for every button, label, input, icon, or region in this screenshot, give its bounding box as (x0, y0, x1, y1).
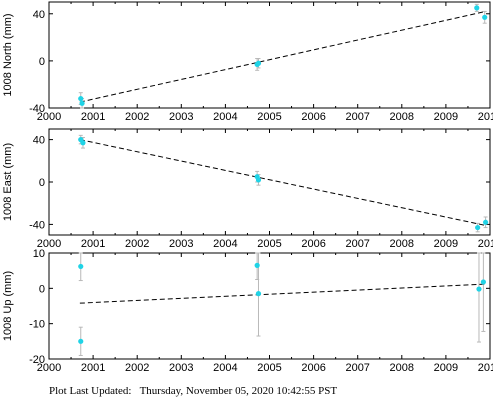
x-tick-label: 2007 (345, 111, 369, 123)
data-point (80, 140, 86, 146)
y-tick-label: -40 (29, 219, 45, 231)
plot-frame (48, 128, 491, 236)
x-tick-label: 2002 (125, 111, 149, 123)
data-point (79, 100, 85, 106)
y-tick-label: 0 (39, 283, 45, 295)
x-tick-label: 2008 (390, 238, 414, 250)
x-tick-label: 2009 (434, 238, 458, 250)
data-point (255, 60, 262, 66)
x-tick-label: 2000 (37, 238, 61, 250)
x-tick-label: 2006 (301, 362, 325, 374)
x-tick-label: 2002 (125, 362, 149, 374)
y-tick-label: -20 (29, 354, 45, 366)
y-tick-label: -40 (29, 103, 45, 115)
panel-1: 2000 2001 2002 2003 2004 2005 2006 2007 2008 2009… (2, 1, 493, 123)
data-point (78, 263, 84, 270)
y-axis-label: 1008 East (mm) (2, 143, 14, 221)
y-tick-label: 40 (33, 135, 45, 147)
data-point (482, 219, 489, 225)
footer-timestamp: Thursday, November 05, 2020 10:42:55 PST (139, 385, 338, 397)
data-point (78, 338, 84, 344)
data-point (255, 291, 262, 297)
y-axis-label: 1008 North (mm) (2, 13, 14, 96)
plot-frame (48, 1, 491, 109)
data-point (254, 262, 260, 268)
x-tick-label: 2001 (81, 238, 105, 250)
data-point (474, 5, 480, 11)
y-tick-label: 0 (39, 56, 45, 68)
x-tick-label: 2003 (169, 362, 193, 374)
footer-label: Plot Last Updated: (49, 385, 132, 397)
x-tick-label: 2003 (169, 238, 193, 250)
trend-line (79, 10, 486, 103)
x-tick-label: 2005 (257, 238, 281, 250)
plot-frame (48, 252, 491, 360)
data-point (78, 95, 84, 102)
x-tick-label: 2000 (37, 111, 61, 123)
x-tick-label: 2001 (81, 111, 105, 123)
y-tick-label: 40 (33, 9, 45, 21)
y-tick-label: 10 (33, 248, 45, 260)
y-axis-label: 1008 Up (mm) (2, 271, 14, 341)
x-tick-label: 2005 (257, 362, 281, 374)
x-tick-label: 2004 (213, 362, 237, 374)
trend-line (79, 139, 486, 226)
data-point (475, 224, 481, 231)
x-tick-label: 2004 (213, 238, 237, 250)
x-tick-label: 2002 (125, 238, 149, 250)
data-point (476, 286, 482, 292)
x-tick-label: 2000 (37, 362, 61, 374)
panel-3: 2000 2001 2002 2003 2004 2005 2006 2007 2008 2009… (2, 248, 493, 374)
x-tick-label: 2005 (257, 111, 281, 123)
x-tick-label: 2008 (390, 362, 414, 374)
x-tick-label: 2003 (169, 111, 193, 123)
x-tick-label: 2006 (301, 238, 325, 250)
x-tick-label: 2007 (345, 362, 369, 374)
trend-line (79, 283, 486, 304)
x-tick-label: 2008 (390, 111, 414, 123)
y-tick-label: 0 (39, 177, 45, 189)
y-tick-label: -10 (29, 319, 45, 331)
data-point (480, 279, 486, 285)
x-tick-label: 2004 (213, 111, 237, 123)
panel-2: 2000 2001 2002 2003 2004 2005 2006 2007 2008 2009… (2, 128, 493, 250)
x-tick-label: 2007 (345, 238, 369, 250)
data-point (482, 14, 488, 20)
x-tick-label: 2001 (81, 362, 105, 374)
x-tick-label: 2009 (434, 362, 458, 374)
data-point (255, 177, 262, 183)
footer-line: Plot Last Updated: Thursday, November 05… (49, 385, 337, 397)
x-tick-label: 2006 (301, 111, 325, 123)
x-tick-label: 2009 (434, 111, 458, 123)
